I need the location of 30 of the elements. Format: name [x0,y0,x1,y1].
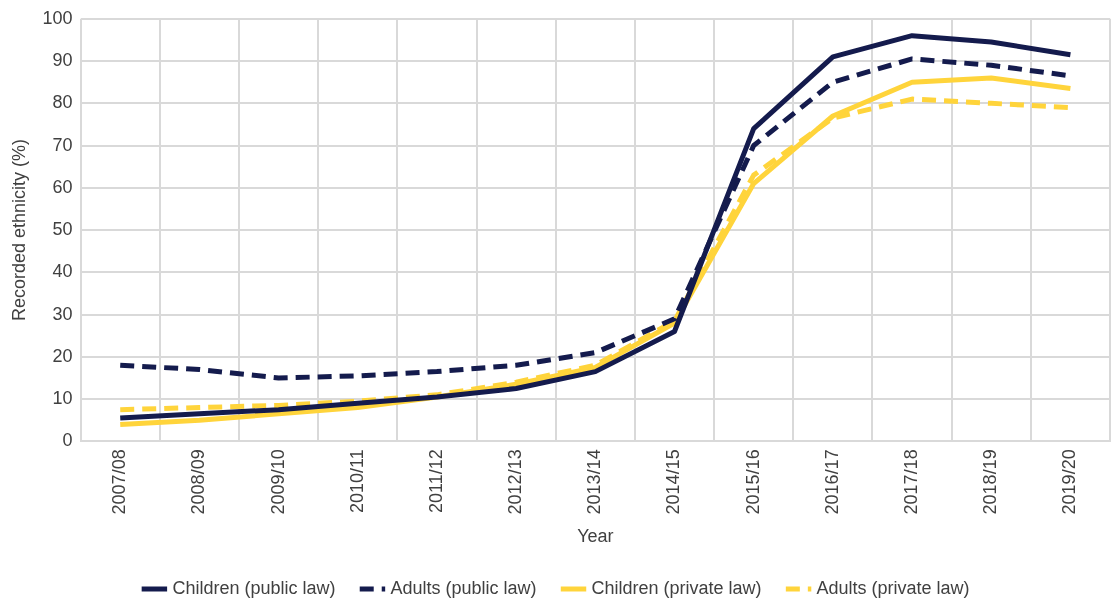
legend-label: Children (public law) [172,577,336,598]
x-tick-label: 2010/11 [346,449,367,514]
x-tick-label: 2017/18 [901,449,922,515]
x-tick-label: 2016/17 [821,449,842,515]
x-tick-label: 2009/10 [267,449,288,515]
y-tick-label: 90 [52,50,73,71]
x-axis-title: Year [577,526,614,547]
x-tick-label: 2018/19 [980,449,1001,515]
x-tick-label: 2008/09 [188,449,209,515]
x-tick-label: 2011/12 [425,449,446,514]
legend-label: Children (private law) [591,577,762,598]
y-tick-label: 60 [52,176,73,197]
y-tick-label: 10 [52,388,73,409]
x-tick-label: 2019/20 [1059,449,1080,515]
x-tick-label: 2014/15 [663,449,684,515]
x-tick-label: 2012/13 [505,449,526,515]
x-tick-label: 2007/08 [109,449,130,515]
legend-label: Adults (public law) [390,577,537,598]
y-axis-title: Recorded ethnicity (%) [8,139,29,322]
x-tick-label: 2015/16 [742,449,763,515]
y-tick-label: 80 [52,92,73,113]
y-tick-label: 20 [52,345,73,366]
legend-label: Adults (private law) [816,577,970,598]
y-tick-label: 30 [52,303,73,324]
y-tick-label: 0 [62,430,73,451]
y-tick-label: 40 [52,261,73,282]
x-tick-label: 2013/14 [584,449,605,515]
y-tick-label: 100 [42,7,73,28]
y-tick-label: 70 [52,134,73,155]
y-tick-label: 50 [52,219,73,240]
